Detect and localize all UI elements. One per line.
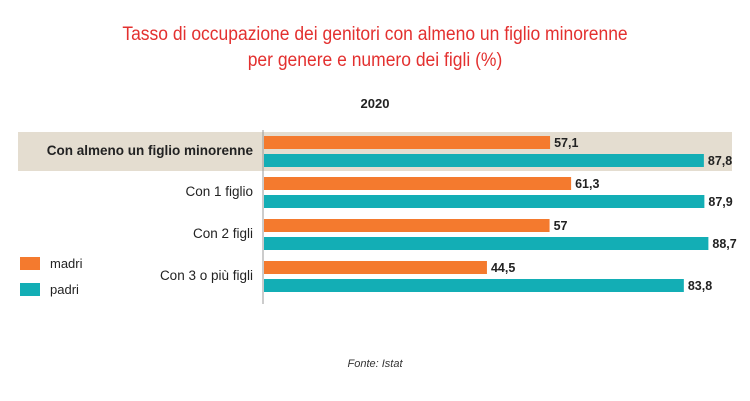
bar-padri bbox=[264, 195, 705, 208]
value-label-padri: 88,7 bbox=[712, 237, 736, 251]
bar-padri bbox=[264, 237, 709, 250]
legend-item-padri: padri bbox=[20, 276, 83, 302]
chart-title-line1: Tasso di occupazione dei genitori con al… bbox=[122, 24, 628, 45]
chart-year: 2020 bbox=[360, 96, 390, 111]
legend: madri padri bbox=[20, 250, 83, 302]
category-label: Con 2 figli bbox=[193, 226, 253, 241]
value-label-madri: 44,5 bbox=[491, 261, 515, 275]
legend-label-padri: padri bbox=[50, 281, 79, 297]
value-label-madri: 57 bbox=[554, 219, 568, 233]
value-label-madri: 61,3 bbox=[575, 177, 599, 191]
value-label-madri: 57,1 bbox=[554, 136, 578, 150]
category-label: Con almeno un figlio minorenne bbox=[47, 143, 254, 158]
legend-swatch-madri bbox=[20, 256, 40, 270]
value-label-padri: 83,8 bbox=[688, 279, 712, 293]
category-label: Con 3 o più figli bbox=[160, 268, 253, 283]
legend-swatch-padri bbox=[20, 282, 40, 296]
bar-madri bbox=[264, 136, 551, 149]
bar-madri bbox=[264, 177, 572, 190]
bar-padri bbox=[264, 154, 704, 167]
legend-item-madri: madri bbox=[20, 250, 83, 276]
category-label: Con 1 figlio bbox=[185, 184, 253, 199]
value-label-padri: 87,9 bbox=[708, 195, 732, 209]
bar-madri bbox=[264, 261, 487, 274]
chart-title-line2: per genere e numero dei figli (%) bbox=[247, 50, 503, 71]
value-label-padri: 87,8 bbox=[708, 154, 732, 168]
source-note: Fonte: Istat bbox=[347, 358, 403, 370]
bar-madri bbox=[264, 219, 550, 232]
chart-title: Tasso di occupazione dei genitori con al… bbox=[30, 22, 720, 74]
legend-label-madri: madri bbox=[50, 255, 83, 271]
bar-padri bbox=[264, 279, 684, 292]
